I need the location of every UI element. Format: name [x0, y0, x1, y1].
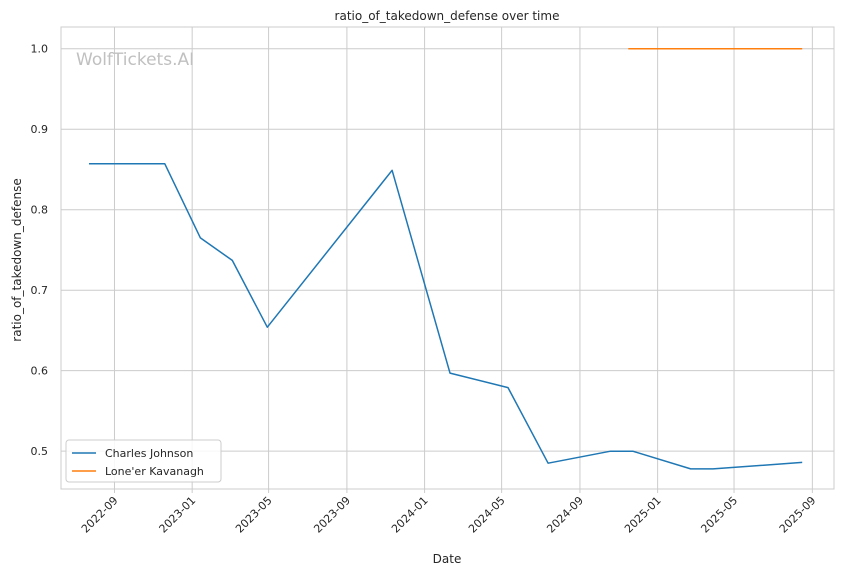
- x-tick-label: 2025-05: [698, 494, 740, 536]
- x-tick-label: 2025-09: [777, 494, 819, 536]
- x-tick-label: 2024-09: [544, 494, 586, 536]
- y-tick-label: 0.5: [31, 445, 49, 458]
- y-tick-label: 0.9: [31, 123, 49, 136]
- x-tick-label: 2024-05: [466, 494, 508, 536]
- x-tick-label: 2023-01: [157, 494, 199, 536]
- legend: Charles Johnson Lone'er Kavanagh: [65, 439, 222, 483]
- y-tick-labels: 0.5 0.6 0.7 0.8 0.9 1.0: [31, 43, 49, 458]
- legend-label-charles-johnson: Charles Johnson: [105, 447, 193, 460]
- series-layer: [89, 47, 803, 470]
- x-tick-label: 2025-01: [622, 494, 664, 536]
- x-tick-labels: 2022-09 2023-01 2023-05 2023-09 2024-01 2024-…: [79, 494, 819, 536]
- y-tick-label: 0.8: [31, 204, 49, 217]
- chart-title: ratio_of_takedown_defense over time: [335, 9, 560, 23]
- x-axis-label: Date: [433, 552, 462, 566]
- x-tick-label: 2023-05: [233, 494, 275, 536]
- watermark: WolfTickets.AI: [76, 50, 194, 70]
- y-axis-label: ratio_of_takedown_defense: [10, 178, 24, 341]
- x-tick-label: 2024-01: [389, 494, 431, 536]
- plot-area: [60, 26, 835, 490]
- legend-box: [65, 439, 222, 483]
- x-tick-label: 2022-09: [79, 494, 121, 536]
- y-tick-label: 0.7: [31, 284, 49, 297]
- x-tick-label: 2023-09: [311, 494, 353, 536]
- y-tick-label: 0.6: [31, 365, 49, 378]
- legend-label-loneer-kavanagh: Lone'er Kavanagh: [105, 465, 204, 478]
- y-tick-label: 1.0: [31, 43, 49, 56]
- series-line-charles-johnson: [89, 163, 803, 470]
